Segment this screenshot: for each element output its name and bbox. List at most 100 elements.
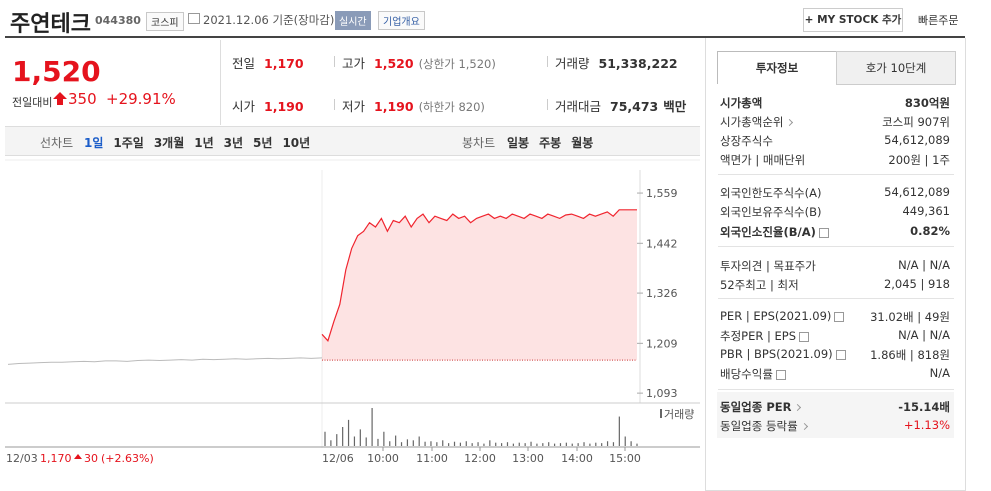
today-line — [321, 209, 637, 342]
candle-tab[interactable]: 월봉 — [571, 136, 594, 150]
info-value: 코스피 907위 — [882, 115, 950, 129]
help-icon[interactable] — [835, 349, 846, 360]
volume-bar — [577, 443, 579, 446]
line-tab[interactable]: 5년 — [253, 136, 273, 150]
change-pct: +29.91% — [106, 90, 176, 108]
chart-tabs — [5, 127, 700, 156]
volume-bar — [406, 439, 409, 446]
y-tick-label: 1,209 — [646, 337, 678, 350]
volume-bar — [518, 442, 520, 446]
invest-tab-active[interactable]: 투자정보 — [717, 51, 837, 84]
invest-tab[interactable]: 호가 10단계 — [836, 51, 956, 85]
volume-bar — [400, 442, 403, 446]
help-icon[interactable] — [799, 331, 810, 342]
line-tab[interactable]: 10년 — [282, 136, 311, 150]
up-arrow — [53, 92, 67, 105]
stock-name: 주연테크 — [10, 12, 91, 37]
market-badge: 코스피 — [146, 12, 184, 31]
info-row: 액면가 | 매매단위 200원 | 1주 — [720, 152, 950, 168]
line-tabs: 1일 1주일 3개월 1년 3년 5년 10년 — [84, 134, 320, 151]
info-row: 추정PER | EPS N/A | N/A — [720, 328, 950, 344]
price-chart: 1,559 1,442 1,326 1,209 1,093 거래량 12/03 1,170 30… — [5, 159, 700, 465]
row-separator — [718, 298, 954, 299]
y-tick-label: 1,093 — [646, 387, 678, 400]
price: 1,520 — [12, 55, 101, 88]
info-label: 외국인한도주식수(A) — [720, 186, 822, 200]
calendar-icon — [188, 13, 200, 24]
prev-date: 12/03 — [6, 452, 38, 465]
volume-bar — [389, 441, 391, 446]
item-value: 75,473 — [610, 99, 659, 114]
volume-bar — [595, 442, 597, 446]
info-label: 추정PER | EPS — [720, 329, 797, 343]
volume-bar — [483, 443, 485, 446]
info-value: 830억원 — [904, 96, 950, 110]
quote-item: 거래대금 75,473 백만 — [555, 96, 686, 115]
item-label: 고가 — [342, 56, 366, 71]
item-value: 1,190 — [374, 99, 414, 114]
info-label: PBR | BPS(2021.09) — [720, 347, 833, 361]
today-date: 12/06 — [322, 452, 354, 465]
quote-item: 저가 1,190 (하한가 820) — [342, 96, 485, 115]
row-separator — [718, 389, 954, 390]
volume-bar — [571, 443, 573, 446]
separator — [334, 99, 335, 110]
volume-bar — [618, 416, 620, 446]
item-label: 거래량 — [555, 56, 590, 71]
info-row: 투자의견 | 목표주가 N/A | N/A — [720, 258, 950, 274]
line-tab[interactable]: 3개월 — [153, 136, 185, 150]
quote-item: 시가 1,190 — [232, 96, 309, 115]
sector-bg — [717, 392, 954, 438]
volume-bar — [459, 442, 461, 446]
info-value: 449,361 — [902, 204, 950, 218]
volume-bar — [336, 434, 338, 446]
info-label: 외국인소진율(B/A) — [720, 225, 816, 239]
help-icon[interactable] — [834, 311, 845, 322]
item-label: 저가 — [342, 99, 366, 114]
line-tab[interactable]: 3년 — [223, 136, 244, 150]
info-row: 외국인한도주식수(A) 54,612,089 — [720, 185, 950, 201]
info-value: -15.14배 — [898, 400, 950, 414]
quote-item: 고가 1,520 (상한가 1,520) — [342, 53, 496, 72]
line-tab[interactable]: 1일 — [84, 136, 104, 150]
row-separator — [718, 246, 954, 247]
info-value: 31.02배 | 49원 — [870, 310, 950, 324]
volume-bar — [424, 441, 426, 446]
volume-bar — [365, 437, 367, 446]
volume-icon — [660, 409, 662, 418]
volume-bar — [342, 427, 344, 446]
help-icon[interactable] — [818, 227, 829, 238]
my-stock-button[interactable]: + MY STOCK 추가 — [803, 8, 903, 32]
item-note: (하한가 820) — [418, 100, 485, 114]
header-rule — [5, 36, 965, 38]
volume-bar — [489, 440, 491, 446]
realtime-badge[interactable]: 실시간 — [335, 11, 371, 30]
company-info[interactable]: 기업개요 — [378, 11, 425, 30]
quote-item: 전일 1,170 — [232, 53, 309, 72]
info-label: 투자의견 | 목표주가 — [720, 259, 816, 273]
line-chart-label: 선차트 — [40, 136, 74, 150]
help-icon[interactable] — [775, 369, 786, 380]
line-tab[interactable]: 1년 — [194, 136, 214, 150]
x-tick-label: 15:00 — [609, 452, 641, 465]
row-separator — [718, 174, 954, 175]
chevron[interactable] — [794, 403, 802, 412]
volume-bar — [612, 442, 615, 446]
separator — [547, 99, 548, 110]
y-tick-label: 1,326 — [646, 287, 678, 300]
prev-close: 1,170 — [40, 452, 72, 465]
info-value: 0.82% — [910, 224, 950, 238]
quick-order[interactable]: 빠른주문 — [918, 14, 959, 27]
line-tab[interactable]: 1주일 — [113, 136, 144, 150]
volume-bar — [624, 436, 626, 446]
x-tick-label: 11:00 — [416, 452, 448, 465]
info-value: N/A | N/A — [898, 328, 950, 342]
info-row: 시가총액순위 코스피 907위 — [720, 114, 950, 130]
x-tick-label: 14:00 — [561, 452, 593, 465]
info-label: 동일업종 등락률 — [720, 419, 798, 433]
candle-tab[interactable]: 주봉 — [539, 136, 562, 150]
candle-tab[interactable]: 일봉 — [507, 136, 530, 150]
info-label: 52주최고 | 최저 — [720, 278, 799, 292]
chevron[interactable] — [800, 422, 808, 431]
chevron[interactable] — [786, 118, 794, 127]
